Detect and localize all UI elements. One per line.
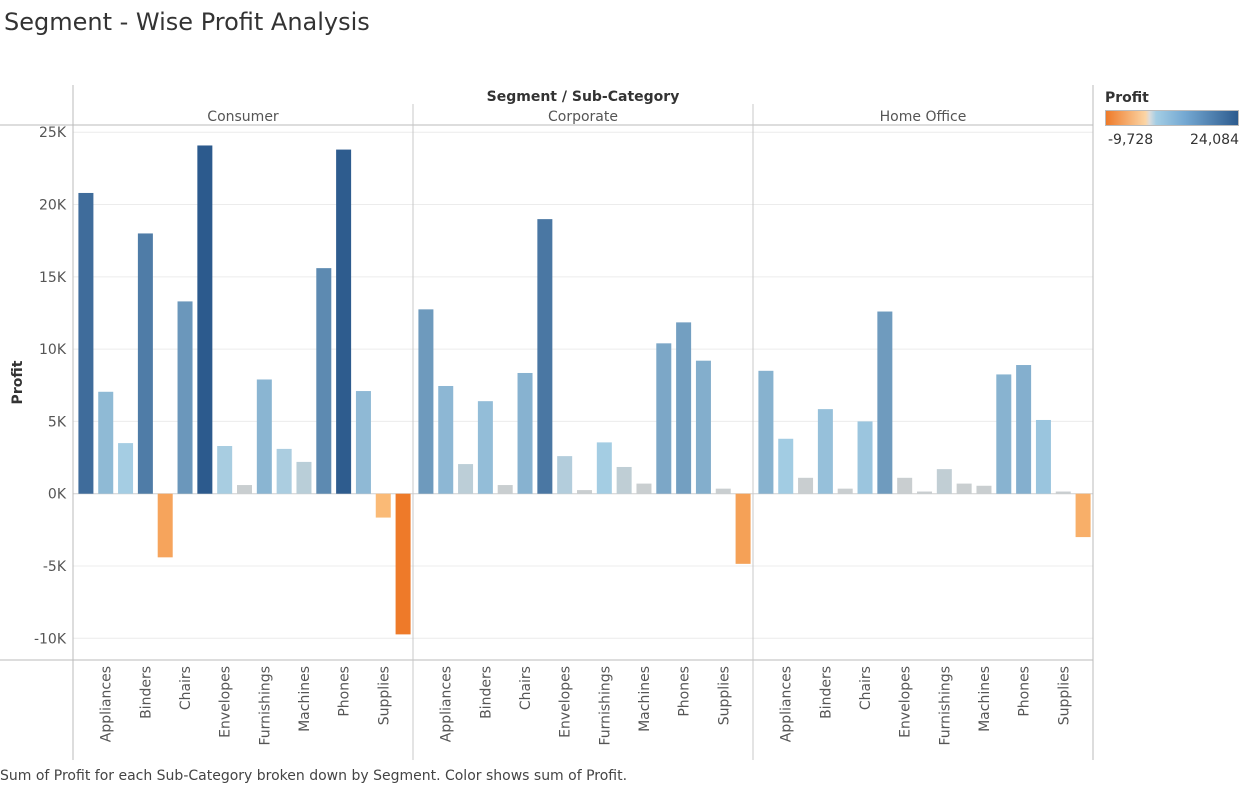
bar xyxy=(375,493,391,518)
x-tick-label: Binders xyxy=(818,666,834,719)
profit-color-legend: Profit -9,728 24,084 xyxy=(1105,90,1243,148)
x-tick-label: Supplies xyxy=(716,666,732,725)
bar xyxy=(256,379,272,494)
bar xyxy=(316,268,332,494)
bar xyxy=(1055,491,1071,494)
bar xyxy=(936,469,952,494)
page-title: Segment - Wise Profit Analysis xyxy=(4,8,370,36)
x-tick-label: Envelopes xyxy=(898,666,914,738)
segment-header-home-office: Home Office xyxy=(880,109,967,125)
bar xyxy=(1016,365,1032,494)
bar xyxy=(1075,493,1091,538)
x-tick-label: Binders xyxy=(478,666,494,719)
chart-caption: Sum of Profit for each Sub-Category brok… xyxy=(0,768,628,784)
bar xyxy=(197,145,213,494)
bar xyxy=(996,374,1012,494)
x-tick-label: Phones xyxy=(337,666,353,717)
bar xyxy=(778,438,794,494)
x-tick-label: Furnishings xyxy=(597,666,613,746)
x-tick-label: Phones xyxy=(1017,666,1033,717)
x-tick-label: Binders xyxy=(138,666,154,719)
bar xyxy=(517,372,533,494)
bar xyxy=(296,461,312,494)
bar xyxy=(355,391,371,494)
bar xyxy=(735,493,751,564)
bar xyxy=(817,409,833,494)
bar xyxy=(458,464,474,494)
bar xyxy=(477,401,493,494)
bar xyxy=(676,322,692,494)
bar xyxy=(616,466,632,494)
x-tick-label: Envelopes xyxy=(558,666,574,738)
bar xyxy=(537,219,553,494)
bar xyxy=(217,446,233,494)
bar xyxy=(276,448,292,494)
legend-color-ramp xyxy=(1105,110,1239,126)
x-tick-label: Machines xyxy=(977,666,993,732)
bar xyxy=(976,485,992,494)
x-tick-label: Chairs xyxy=(518,666,534,710)
x-tick-label: Furnishings xyxy=(937,666,953,746)
bar xyxy=(395,493,411,635)
y-tick-label: 25K xyxy=(39,125,67,141)
bar xyxy=(857,421,873,494)
y-tick-label: 10K xyxy=(39,342,67,358)
y-axis-title: Profit xyxy=(10,360,26,404)
bar xyxy=(336,149,352,494)
bar xyxy=(118,443,134,494)
bar xyxy=(577,490,592,494)
x-tick-label: Appliances xyxy=(779,666,795,742)
bar xyxy=(917,491,932,494)
y-tick-label: -5K xyxy=(43,559,67,575)
x-tick-label: Chairs xyxy=(858,666,874,710)
y-tick-label: 20K xyxy=(39,198,67,214)
y-tick-label: 15K xyxy=(39,270,67,286)
bar xyxy=(837,488,853,494)
bar xyxy=(497,485,513,494)
bar xyxy=(557,456,573,494)
bar xyxy=(137,233,153,494)
legend-min-label: -9,728 xyxy=(1108,132,1154,148)
bar xyxy=(798,477,814,494)
bar xyxy=(418,309,434,494)
x-tick-label: Chairs xyxy=(178,666,194,710)
bar xyxy=(715,488,731,494)
bar xyxy=(237,485,252,494)
x-tick-label: Furnishings xyxy=(257,666,273,746)
profit-bar-chart: 25K 20K 15K 10K 5K 0K -5K -10K Segment / Sub-Cat… xyxy=(0,85,1094,760)
bar xyxy=(177,301,193,494)
bar xyxy=(897,477,913,494)
x-tick-label: Supplies xyxy=(376,666,392,725)
bar xyxy=(78,192,94,494)
bar xyxy=(636,483,652,494)
y-tick-label: -10K xyxy=(34,631,67,647)
bar xyxy=(758,370,774,494)
bar xyxy=(956,483,972,494)
bar xyxy=(98,391,114,494)
bar xyxy=(157,493,173,558)
bar xyxy=(656,343,672,494)
bar xyxy=(1035,419,1051,494)
x-tick-label: Machines xyxy=(637,666,653,732)
x-tick-label: Supplies xyxy=(1056,666,1072,725)
x-tick-label: Phones xyxy=(677,666,693,717)
legend-max-label: 24,084 xyxy=(1190,132,1239,148)
bar xyxy=(877,311,893,494)
segment-header-consumer: Consumer xyxy=(207,109,279,125)
bar xyxy=(438,385,454,494)
x-tick-label: Envelopes xyxy=(218,666,234,738)
legend-title: Profit xyxy=(1105,90,1149,106)
y-tick-label: 5K xyxy=(48,414,67,430)
bar xyxy=(695,360,711,494)
x-tick-label: Appliances xyxy=(99,666,115,742)
y-tick-label: 0K xyxy=(48,487,67,503)
column-header-title: Segment / Sub-Category xyxy=(487,89,680,105)
segment-header-corporate: Corporate xyxy=(548,109,618,125)
x-tick-label: Machines xyxy=(297,666,313,732)
bar xyxy=(596,442,612,494)
x-tick-label: Appliances xyxy=(439,666,455,742)
